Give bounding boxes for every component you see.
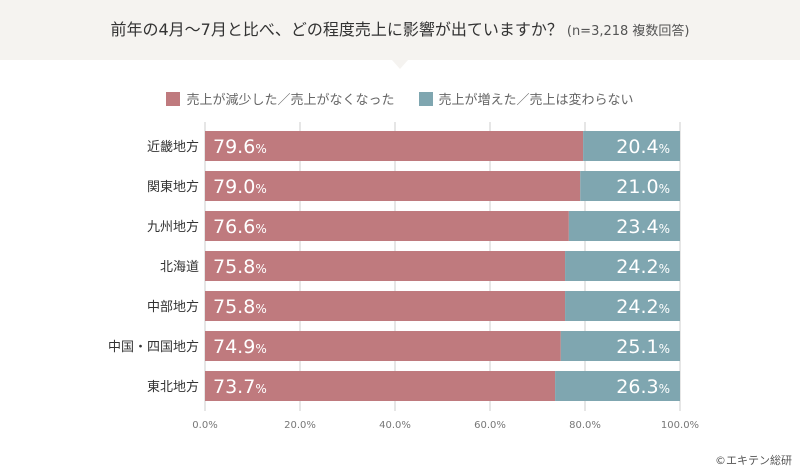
category-label: 中部地方 <box>147 299 199 315</box>
data-label-increase: 26.3% <box>616 376 670 398</box>
legend-swatch-decrease <box>166 91 181 106</box>
bar-increase <box>568 211 680 241</box>
data-label-increase: 20.4% <box>616 136 670 158</box>
category-label: 九州地方 <box>147 219 199 235</box>
legend-swatch-increase <box>418 91 433 106</box>
legend: 売上が減少した／売上がなくなった 売上が増えた／売上は変わらない <box>0 89 800 108</box>
legend-item-increase: 売上が増えた／売上は変わらない <box>418 89 634 108</box>
copyright: ©エキテン総研 <box>715 454 792 467</box>
x-tick-label: 60.0% <box>474 420 506 431</box>
data-label-decrease: 75.8% <box>213 256 267 278</box>
bar-increase <box>565 291 680 321</box>
data-label-increase: 25.1% <box>616 336 670 358</box>
bar-decrease <box>205 331 561 361</box>
data-label-increase: 24.2% <box>616 296 670 318</box>
legend-label-increase: 売上が増えた／売上は変わらない <box>438 93 634 108</box>
bar-decrease <box>205 371 556 401</box>
bar-increase <box>565 251 680 281</box>
bar-decrease <box>205 131 584 161</box>
chart-title: 前年の4月〜7月と比べ、どの程度売上に影響が出ていますか？ (n=3,218 複数… <box>0 0 800 60</box>
legend-item-decrease: 売上が減少した／売上がなくなった <box>166 89 395 108</box>
bar-decrease <box>205 251 566 281</box>
data-label-decrease: 74.9% <box>213 336 267 358</box>
x-tick-label: 80.0% <box>569 420 601 431</box>
category-label: 近畿地方 <box>147 139 199 155</box>
header-banner: 前年の4月〜7月と比べ、どの程度売上に影響が出ていますか？ (n=3,218 複数… <box>0 0 800 60</box>
bar-decrease <box>205 291 566 321</box>
header-pointer-arrow <box>392 60 408 69</box>
data-label-decrease: 76.6% <box>213 216 267 238</box>
category-label: 北海道 <box>160 260 199 275</box>
data-label-increase: 23.4% <box>616 216 670 238</box>
bar-decrease <box>205 211 569 241</box>
legend-label-decrease: 売上が減少した／売上がなくなった <box>186 93 395 108</box>
bar-increase <box>560 331 680 361</box>
data-label-decrease: 79.6% <box>213 136 267 158</box>
sample-size-note: (n=3,218 複数回答) <box>566 24 690 39</box>
bar-decrease <box>205 171 581 201</box>
bar-increase <box>580 171 680 201</box>
title-text: 前年の4月〜7月と比べ、どの程度売上に影響が出ていますか？ <box>110 20 563 39</box>
x-tick-label: 20.0% <box>284 420 316 431</box>
data-label-increase: 24.2% <box>616 256 670 278</box>
x-tick-label: 0.0% <box>192 420 217 431</box>
x-tick-label: 100.0% <box>661 420 699 431</box>
data-label-decrease: 79.0% <box>213 176 267 198</box>
category-label: 東北地方 <box>147 379 199 395</box>
bar-increase <box>583 131 680 161</box>
data-label-increase: 21.0% <box>616 176 670 198</box>
category-label: 中国・四国地方 <box>108 339 199 355</box>
data-label-decrease: 75.8% <box>213 296 267 318</box>
data-label-decrease: 73.7% <box>213 376 267 398</box>
category-label: 関東地方 <box>147 179 199 195</box>
x-tick-label: 40.0% <box>379 420 411 431</box>
bar-increase <box>555 371 680 401</box>
